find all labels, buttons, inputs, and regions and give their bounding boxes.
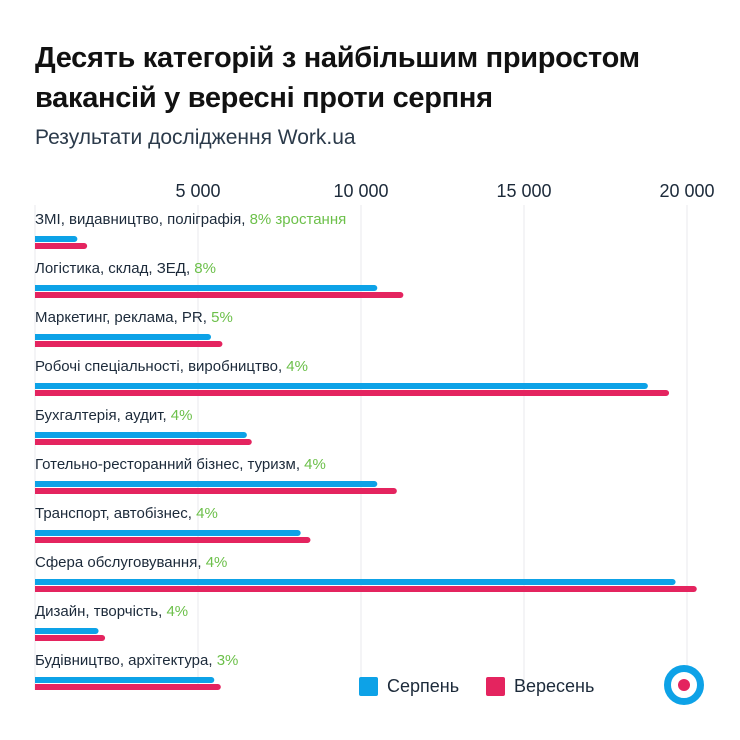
growth-label: 8% зростання (250, 211, 347, 228)
category-label: Бухгалтерія, аудит, 4% (35, 407, 192, 424)
bar-veresen (35, 341, 223, 347)
x-tick-label: 5 000 (175, 181, 220, 201)
bar-veresen (35, 243, 88, 249)
growth-label: 4% (286, 358, 308, 375)
legend-swatch-serpen (359, 677, 378, 696)
category-name: Транспорт, автобізнес, (35, 505, 196, 522)
category-label: Логістика, склад, ЗЕД, 8% (35, 260, 216, 277)
x-tick-label: 10 000 (333, 181, 388, 201)
category-name: Маркетинг, реклама, PR, (35, 309, 211, 326)
bar-veresen (35, 537, 311, 543)
bar-serpen (35, 236, 78, 242)
growth-label: 4% (304, 456, 326, 473)
category-name: ЗМІ, видавництво, поліграфія, (35, 211, 250, 228)
category-label: Маркетинг, реклама, PR, 5% (35, 309, 233, 326)
growth-label: 8% (194, 260, 216, 277)
category-label: Транспорт, автобізнес, 4% (35, 505, 218, 522)
bar-veresen (35, 586, 697, 592)
category-name: Дизайн, творчість, (35, 603, 166, 620)
bar-serpen (35, 530, 301, 536)
growth-label: 4% (171, 407, 193, 424)
chart-title: Десять категорій з найбільшим приростом … (35, 42, 640, 114)
category-name: Бухгалтерія, аудит, (35, 407, 171, 424)
category-name: Логістика, склад, ЗЕД, (35, 260, 194, 277)
growth-label: 4% (196, 505, 218, 522)
work-ua-logo-icon (664, 665, 704, 705)
x-tick-label: 20 000 (659, 181, 714, 201)
growth-label: 4% (206, 554, 228, 571)
legend-label-veresen: Вересень (514, 676, 595, 696)
legend-label-serpen: Серпень (387, 676, 460, 696)
growth-label: 5% (211, 309, 233, 326)
category-label: ЗМІ, видавництво, поліграфія, 8% зростан… (35, 211, 346, 228)
bar-veresen (35, 635, 106, 641)
category-name: Готельно-ресторанний бізнес, туризм, (35, 456, 304, 473)
bar-serpen (35, 677, 215, 683)
bar-serpen (35, 383, 648, 389)
bar-veresen (35, 488, 397, 494)
growth-label: 3% (217, 652, 239, 669)
legend-swatch-veresen (486, 677, 505, 696)
growth-label: 4% (166, 603, 188, 620)
category-name: Сфера обслуговування, (35, 554, 206, 571)
bar-veresen (35, 292, 404, 298)
bar-serpen (35, 334, 212, 340)
bar-serpen (35, 481, 378, 487)
bar-veresen (35, 390, 670, 396)
legend-item-serpen: Серпень (359, 676, 459, 697)
category-name: Будівництво, архітектура, (35, 652, 217, 669)
chart-subtitle: Результати дослідження Work.ua (35, 126, 356, 149)
bar-veresen (35, 684, 221, 690)
bar-veresen (35, 439, 252, 445)
bar-serpen (35, 432, 247, 438)
x-tick-label: 15 000 (496, 181, 551, 201)
category-label: Робочі спеціальності, виробництво, 4% (35, 358, 308, 375)
legend-item-veresen: Вересень (486, 676, 594, 697)
category-label: Будівництво, архітектура, 3% (35, 652, 238, 669)
bar-serpen (35, 628, 99, 634)
bar-serpen (35, 285, 378, 291)
category-name: Робочі спеціальності, виробництво, (35, 358, 286, 375)
bar-serpen (35, 579, 676, 585)
category-label: Готельно-ресторанний бізнес, туризм, 4% (35, 456, 326, 473)
category-label: Дизайн, творчість, 4% (35, 603, 188, 620)
category-label: Сфера обслуговування, 4% (35, 554, 227, 571)
